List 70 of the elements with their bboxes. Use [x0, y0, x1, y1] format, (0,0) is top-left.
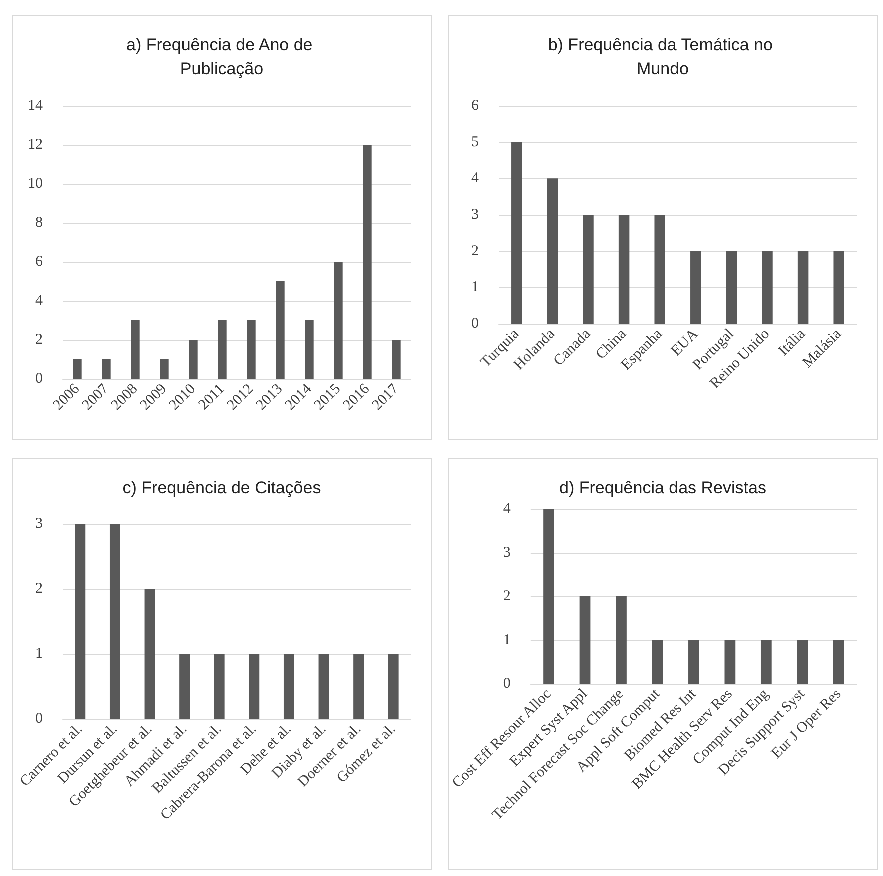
bar	[334, 262, 343, 379]
bar	[798, 251, 809, 324]
y-tick-label: 0	[503, 676, 511, 692]
bar	[547, 178, 558, 324]
y-tick-label: 3	[36, 516, 43, 532]
y-tick-label: 0	[472, 316, 479, 332]
y-tick-label: 6	[472, 98, 480, 114]
bar	[305, 320, 314, 379]
y-tick-label: 0	[36, 371, 43, 387]
bar	[189, 340, 198, 379]
bar	[180, 654, 190, 719]
bar	[690, 251, 702, 324]
y-tick-label: 3	[503, 544, 511, 561]
bar	[160, 360, 169, 379]
y-tick-label: 2	[472, 243, 479, 260]
bar	[102, 360, 111, 379]
y-tick-label: 12	[28, 137, 43, 153]
bar	[284, 654, 294, 719]
bar	[392, 340, 401, 379]
y-tick-label: 4	[36, 293, 44, 309]
bar	[249, 654, 260, 719]
bar	[724, 640, 736, 684]
bar	[616, 596, 627, 684]
chart-title: a) Frequência de Ano de Publicação	[126, 36, 318, 78]
y-tick-label: 6	[36, 254, 44, 270]
bar	[654, 215, 666, 324]
bar	[797, 640, 808, 684]
y-tick-label: 8	[36, 215, 43, 231]
y-tick-label: 1	[36, 646, 43, 662]
chart-title: b) Frequência da Temática no Mundo	[548, 36, 778, 78]
x-tick-label: 2011	[196, 381, 228, 414]
bar	[144, 589, 156, 719]
bar	[214, 654, 225, 719]
bar	[580, 596, 591, 684]
chart-title: d) Frequência das Revistas	[560, 478, 766, 498]
bar	[544, 509, 554, 684]
bar	[247, 320, 256, 379]
bar	[618, 215, 630, 324]
bar	[73, 360, 82, 379]
y-tick-label: 3	[472, 207, 479, 223]
y-tick-label: 4	[472, 170, 480, 187]
y-tick-label: 10	[28, 176, 43, 192]
bar	[131, 320, 140, 379]
bar	[833, 640, 844, 684]
bar	[512, 142, 522, 324]
bar	[110, 524, 120, 719]
bar	[75, 524, 86, 719]
bar	[318, 654, 330, 719]
bar	[276, 282, 285, 379]
y-tick-label: 0	[36, 711, 43, 727]
bar	[726, 251, 738, 324]
bar	[834, 251, 844, 324]
y-tick-label: 1	[472, 280, 479, 296]
y-tick-label: 1	[503, 632, 511, 648]
y-tick-label: 14	[28, 98, 44, 114]
bar	[388, 654, 399, 719]
y-tick-label: 5	[472, 134, 479, 150]
y-tick-label: 2	[36, 332, 43, 348]
chart-title: c) Frequência de Citações	[122, 478, 322, 498]
bar	[760, 640, 772, 684]
y-tick-label: 2	[503, 588, 511, 604]
bar	[363, 145, 372, 379]
bar	[583, 215, 594, 324]
bar	[652, 640, 664, 684]
bar	[688, 640, 700, 684]
y-tick-label: 4	[503, 501, 512, 517]
bar	[218, 320, 227, 379]
bar	[762, 251, 773, 324]
y-tick-label: 2	[36, 581, 43, 597]
bar	[354, 654, 364, 719]
